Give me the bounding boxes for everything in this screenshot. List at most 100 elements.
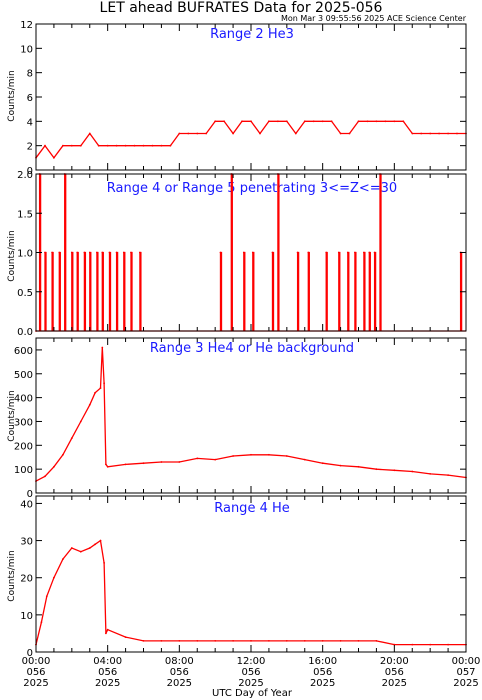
data-point — [83, 251, 86, 254]
x-tick-label: 056 — [313, 667, 332, 678]
data-point — [97, 144, 100, 147]
data-point — [94, 391, 96, 394]
data-point — [307, 251, 310, 254]
data-point — [205, 132, 208, 135]
x-tick-label: 16:00 — [308, 656, 337, 667]
data-point — [232, 640, 235, 642]
data-point — [357, 640, 360, 642]
series-line-1-0 — [36, 173, 466, 332]
panel-he3: Range 2 He3 Counts/min 0 2 4 6 8 10 12 — [7, 20, 467, 177]
data-point — [96, 251, 98, 254]
plot-frame — [35, 495, 467, 653]
data-point — [411, 470, 414, 473]
y-tick-label: 10 — [20, 44, 33, 55]
x-tick-label: 2025 — [23, 678, 48, 689]
data-point — [241, 120, 243, 123]
data-point — [393, 120, 396, 123]
data-point — [58, 251, 61, 254]
data-point — [130, 251, 132, 254]
data-point — [106, 628, 109, 631]
data-point — [242, 251, 245, 254]
data-point — [285, 120, 288, 123]
data-point — [151, 144, 154, 147]
data-point — [268, 640, 270, 642]
data-point — [133, 144, 136, 147]
data-point — [79, 550, 82, 553]
data-point — [429, 473, 432, 475]
data-point — [99, 387, 102, 389]
data-point — [296, 251, 299, 254]
data-point — [44, 144, 46, 147]
data-point — [160, 461, 163, 463]
data-point — [124, 636, 127, 638]
data-point — [62, 558, 64, 560]
data-point — [268, 120, 270, 123]
data-point — [53, 156, 55, 159]
data-point — [214, 640, 217, 642]
x-tick-label: 2025 — [167, 678, 192, 689]
x-tick-label: 056 — [98, 667, 117, 678]
data-point — [79, 420, 82, 423]
data-point — [348, 132, 351, 135]
data-point — [456, 132, 458, 135]
data-point — [303, 120, 306, 123]
data-point — [429, 643, 432, 646]
ylabel-he: Counts/min — [7, 550, 17, 601]
data-point — [142, 462, 145, 465]
plot-frame — [35, 23, 467, 171]
x-tick-label: 12:00 — [237, 656, 266, 667]
y-tick-label: 1.5 — [17, 209, 33, 220]
data-point — [105, 463, 107, 466]
series-line-2-0 — [35, 347, 467, 482]
x-tick-label: 2025 — [382, 678, 407, 689]
data-point — [402, 120, 405, 123]
data-point — [312, 120, 315, 123]
data-point — [108, 251, 111, 254]
data-point — [294, 132, 297, 135]
data-point — [101, 251, 104, 254]
data-point — [250, 120, 252, 123]
data-point — [354, 251, 356, 254]
y-tick-label: 600 — [14, 346, 33, 357]
data-point — [321, 120, 324, 123]
data-point — [330, 120, 333, 123]
panel-he4: Range 3 He4 or He background Counts/min … — [7, 337, 467, 500]
data-point — [44, 475, 46, 478]
y-tick-label: 10 — [20, 611, 33, 622]
y-tick-label: 8 — [27, 69, 33, 80]
data-point — [373, 251, 376, 254]
panel-title-he4: Range 3 He4 or He background — [150, 341, 354, 356]
data-point — [447, 643, 449, 646]
ylabel-he3: Counts/min — [7, 70, 17, 121]
data-point — [178, 461, 181, 463]
data-point — [271, 251, 274, 254]
y-tick-label: 30 — [20, 537, 33, 548]
y-tick-label: 0.5 — [17, 288, 33, 299]
data-point — [438, 132, 440, 135]
data-point — [53, 465, 55, 468]
data-point — [88, 251, 91, 254]
panel-he: Range 4 He Counts/min 01020304000:000562… — [7, 495, 480, 689]
data-point — [79, 144, 82, 147]
data-point — [325, 251, 328, 254]
data-point — [88, 132, 91, 135]
y-tick-label: 300 — [14, 417, 33, 428]
data-point — [53, 576, 55, 579]
data-point — [88, 403, 91, 406]
data-point — [103, 562, 105, 564]
data-point — [303, 640, 306, 642]
data-point — [142, 640, 145, 642]
panel-title-penetrating: Range 4 or Range 5 penetrating 3<=Z<=30 — [107, 181, 397, 196]
panel-title-he: Range 4 He — [214, 501, 290, 516]
panel-penetrating: Range 4 or Range 5 penetrating 3<=Z<=30 … — [7, 170, 467, 338]
data-point — [105, 632, 107, 635]
x-tick-label: 057 — [456, 667, 475, 678]
data-point — [70, 144, 73, 147]
x-tick-label: 2025 — [310, 678, 335, 689]
data-point — [447, 474, 449, 476]
data-point — [70, 251, 73, 254]
data-point — [223, 120, 226, 123]
x-tick-label: 056 — [170, 667, 189, 678]
y-tick-label: 1.0 — [17, 249, 33, 260]
data-point — [366, 120, 369, 123]
